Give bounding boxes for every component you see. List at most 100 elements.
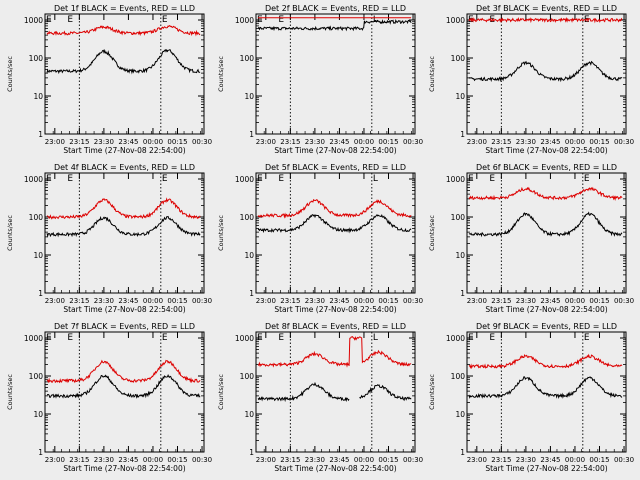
x-tick-label: 23:15 bbox=[69, 297, 89, 305]
x-tick-label: 23:00 bbox=[467, 456, 487, 464]
x-tick-label: 00:00 bbox=[565, 138, 585, 146]
x-tick-label: 00:15 bbox=[589, 297, 609, 305]
y-tick-label: 1000 bbox=[446, 175, 465, 184]
x-axis-label: Start Time (27-Nov-08 22:54:00) bbox=[274, 146, 396, 155]
x-axis-label: Start Time (27-Nov-08 22:54:00) bbox=[274, 464, 396, 473]
y-tick-label: 1000 bbox=[235, 16, 254, 25]
x-tick-label: 00:30 bbox=[614, 297, 634, 305]
y-tick-label: 10 bbox=[33, 92, 43, 101]
x-tick-label: 23:15 bbox=[280, 297, 300, 305]
y-axis-label: Counts/sec bbox=[428, 56, 436, 92]
interval-marker-label: E bbox=[584, 333, 590, 343]
x-tick-label: 23:45 bbox=[540, 297, 560, 305]
x-axis-label: Start Time (27-Nov-08 22:54:00) bbox=[485, 464, 607, 473]
x-tick-label: 23:15 bbox=[69, 138, 89, 146]
panel-title: Det 8f BLACK = Events, RED = LLD bbox=[265, 322, 406, 331]
x-tick-label: 00:00 bbox=[354, 456, 374, 464]
x-tick-label: 23:45 bbox=[118, 456, 138, 464]
x-tick-label: 23:30 bbox=[94, 138, 114, 146]
x-tick-label: 00:30 bbox=[614, 456, 634, 464]
plot-frame bbox=[44, 13, 205, 135]
interval-marker-label: E bbox=[67, 15, 73, 25]
x-tick-label: 00:00 bbox=[143, 138, 163, 146]
x-tick-label: 23:00 bbox=[45, 138, 65, 146]
x-tick-label: 23:15 bbox=[491, 297, 511, 305]
y-tick-label: 100 bbox=[240, 372, 255, 381]
y-tick-label: 100 bbox=[29, 372, 44, 381]
panel-title: Det 7f BLACK = Events, RED = LLD bbox=[54, 322, 195, 331]
x-tick-label: 00:30 bbox=[403, 456, 423, 464]
plot-frame bbox=[466, 13, 627, 135]
x-tick-label: 23:00 bbox=[45, 456, 65, 464]
x-tick-label: 23:15 bbox=[491, 456, 511, 464]
interval-marker-label: E bbox=[468, 333, 474, 343]
series-lld-line bbox=[46, 197, 201, 220]
x-tick-label: 23:30 bbox=[94, 297, 114, 305]
x-tick-label: 23:00 bbox=[467, 297, 487, 305]
x-tick-label: 23:30 bbox=[516, 456, 536, 464]
y-tick-label: 1 bbox=[38, 289, 43, 298]
x-tick-label: 23:30 bbox=[305, 456, 325, 464]
interval-marker-label: E bbox=[257, 15, 263, 25]
y-tick-label: 10 bbox=[33, 251, 43, 260]
plot-frame bbox=[255, 172, 416, 294]
x-tick-label: 23:15 bbox=[280, 138, 300, 146]
plot-frame bbox=[466, 331, 627, 453]
y-tick-label: 1000 bbox=[446, 334, 465, 343]
interval-marker-label: L bbox=[373, 174, 378, 184]
x-axis-label: Start Time (27-Nov-08 22:54:00) bbox=[63, 305, 185, 314]
x-tick-label: 00:30 bbox=[192, 297, 212, 305]
y-tick-label: 100 bbox=[29, 54, 44, 63]
chart-panel-3: Det 3f BLACK = Events, RED = LLD Counts/s… bbox=[428, 4, 634, 155]
y-tick-label: 1 bbox=[460, 448, 465, 457]
x-tick-label: 23:45 bbox=[329, 456, 349, 464]
x-tick-label: 00:00 bbox=[565, 297, 585, 305]
series-events-line bbox=[468, 60, 623, 83]
x-tick-label: 23:15 bbox=[280, 456, 300, 464]
interval-marker-label: E bbox=[46, 15, 52, 25]
x-tick-label: 00:15 bbox=[589, 138, 609, 146]
y-axis-label: Counts/sec bbox=[6, 56, 14, 92]
y-tick-label: 10 bbox=[455, 251, 465, 260]
plot-frame bbox=[255, 13, 416, 135]
chart-panel-8: Det 8f BLACK = Events, RED = LLD Counts/s… bbox=[217, 322, 423, 473]
x-tick-label: 00:00 bbox=[354, 138, 374, 146]
x-tick-label: 23:45 bbox=[540, 456, 560, 464]
y-tick-label: 1 bbox=[249, 289, 254, 298]
x-axis-label: Start Time (27-Nov-08 22:54:00) bbox=[485, 305, 607, 314]
y-tick-label: 100 bbox=[451, 54, 466, 63]
x-axis-label: Start Time (27-Nov-08 22:54:00) bbox=[63, 464, 185, 473]
y-tick-label: 1000 bbox=[24, 175, 43, 184]
x-tick-label: 23:45 bbox=[118, 297, 138, 305]
panel-title: Det 5f BLACK = Events, RED = LLD bbox=[265, 163, 406, 172]
y-tick-label: 100 bbox=[451, 372, 466, 381]
x-tick-label: 00:15 bbox=[167, 138, 187, 146]
plot-frame bbox=[44, 172, 205, 294]
y-tick-label: 1 bbox=[249, 448, 254, 457]
y-axis-label: Counts/sec bbox=[6, 374, 14, 410]
chart-panel-1: Det 1f BLACK = Events, RED = LLD Counts/s… bbox=[6, 4, 212, 155]
series-lld-line bbox=[468, 16, 623, 24]
x-tick-label: 23:00 bbox=[256, 138, 276, 146]
x-tick-label: 23:45 bbox=[118, 138, 138, 146]
interval-marker-label: E bbox=[67, 333, 73, 343]
interval-marker-label: E bbox=[257, 333, 263, 343]
interval-marker-label: E bbox=[257, 174, 263, 184]
chart-panel-9: Det 9f BLACK = Events, RED = LLD Counts/s… bbox=[428, 322, 634, 473]
y-tick-label: 1 bbox=[38, 130, 43, 139]
interval-marker-label: E bbox=[489, 174, 495, 184]
interval-marker-label: L bbox=[373, 15, 378, 25]
y-tick-label: 10 bbox=[455, 410, 465, 419]
x-tick-label: 00:15 bbox=[378, 297, 398, 305]
plot-frame bbox=[255, 331, 416, 453]
chart-panel-5: Det 5f BLACK = Events, RED = LLD Counts/s… bbox=[217, 163, 423, 314]
panel-title: Det 3f BLACK = Events, RED = LLD bbox=[476, 4, 617, 13]
y-axis-label: Counts/sec bbox=[217, 56, 225, 92]
x-tick-label: 00:00 bbox=[143, 456, 163, 464]
y-tick-label: 1000 bbox=[446, 16, 465, 25]
series-events-line bbox=[257, 381, 412, 403]
x-tick-label: 23:15 bbox=[69, 456, 89, 464]
panel-title: Det 6f BLACK = Events, RED = LLD bbox=[476, 163, 617, 172]
interval-marker-label: E bbox=[162, 174, 168, 184]
series-events-line bbox=[46, 48, 201, 75]
